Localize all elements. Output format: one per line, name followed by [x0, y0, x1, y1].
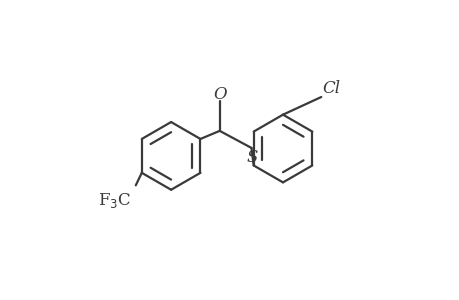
Text: F$_3$C: F$_3$C: [97, 190, 131, 210]
Text: Cl: Cl: [322, 80, 340, 97]
Text: S: S: [246, 149, 257, 166]
Text: O: O: [213, 86, 227, 103]
